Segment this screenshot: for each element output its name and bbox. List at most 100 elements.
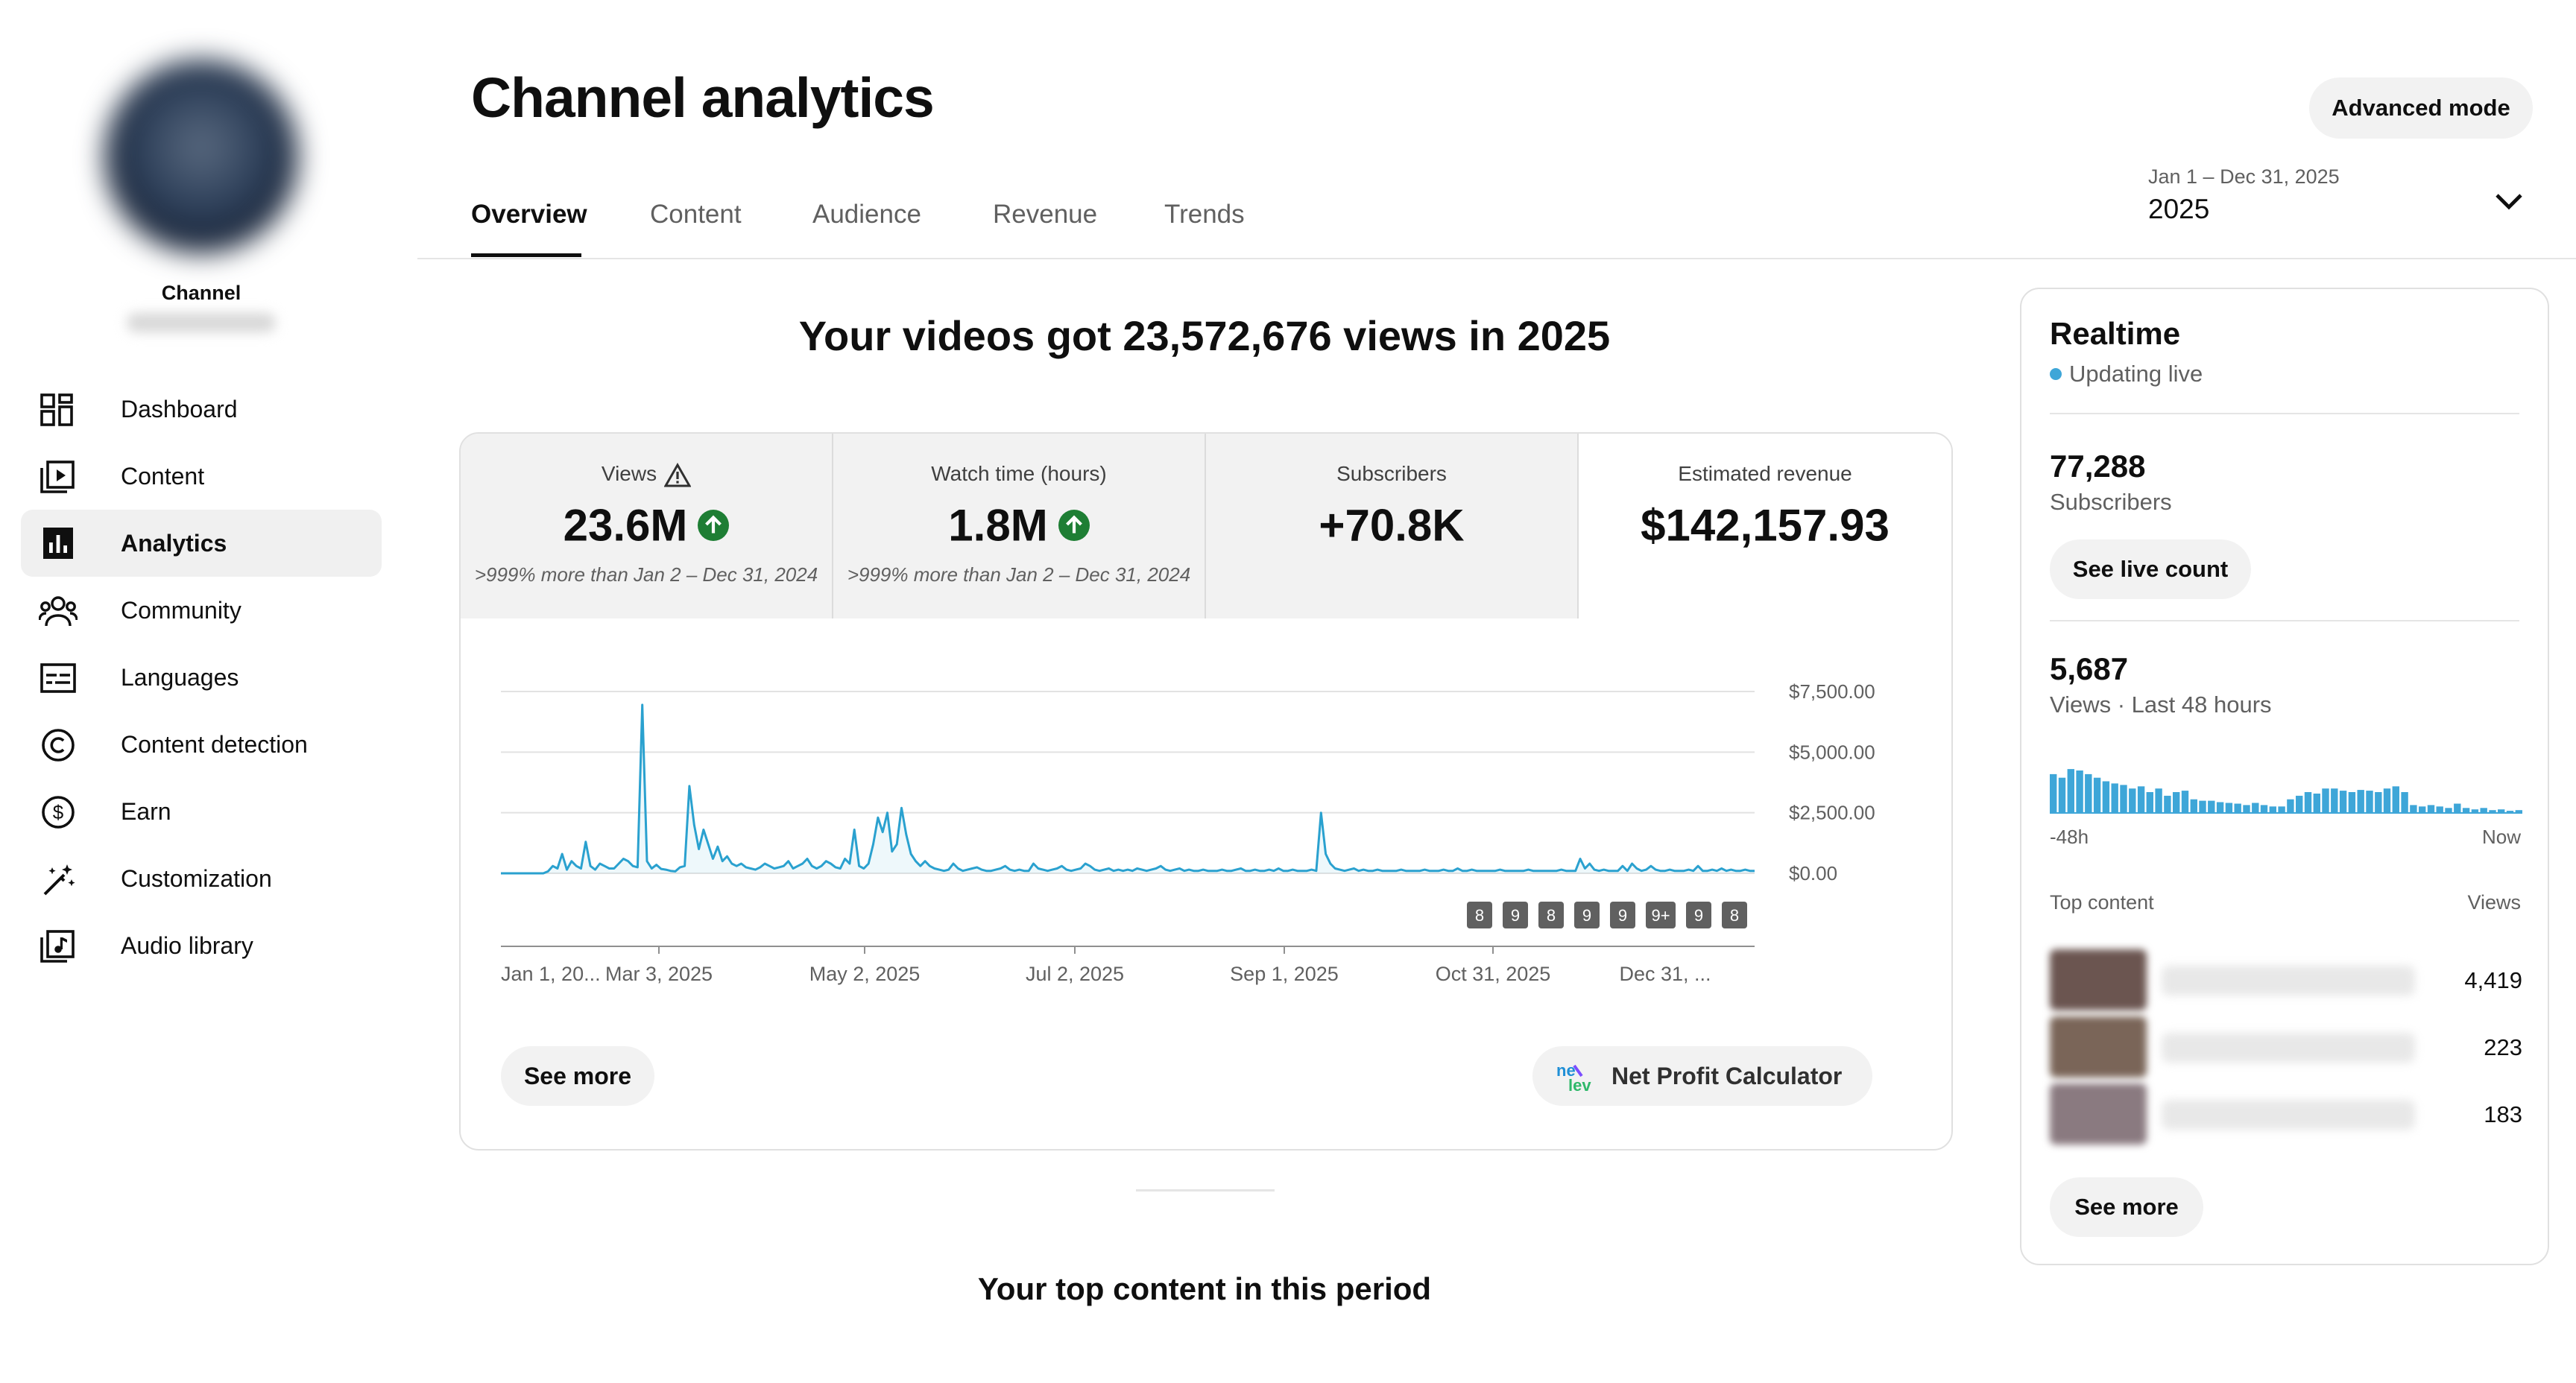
event-marker[interactable] [1538, 902, 1564, 928]
mini-chart-bar [2480, 808, 2487, 814]
metric-value: 1.8M [948, 500, 1048, 551]
mini-chart-bar [2173, 792, 2180, 814]
realtime-views-bar-chart[interactable] [2050, 751, 2522, 814]
warning-icon[interactable] [664, 462, 692, 488]
see-more-button[interactable]: See more [501, 1046, 654, 1106]
event-marker[interactable] [1574, 902, 1600, 928]
event-marker[interactable] [1467, 902, 1492, 928]
tab-audience[interactable]: Audience [812, 200, 921, 229]
x-tick-label: Jan 1, 20... [501, 963, 601, 985]
event-marker[interactable] [1646, 902, 1676, 928]
mini-chart-bar [2401, 792, 2408, 814]
mini-chart-bar [2164, 795, 2171, 814]
event-marker-label: 8 [1547, 906, 1556, 925]
sidebar-item-dashboard[interactable]: Dashboard [21, 376, 382, 443]
series-line[interactable] [501, 703, 1755, 875]
mini-chart-bar [2260, 805, 2268, 814]
mini-chart-bar [2093, 777, 2101, 814]
mini-chart-bar [2339, 791, 2347, 814]
tab-revenue[interactable]: Revenue [993, 200, 1098, 229]
mini-chart-bar [2129, 788, 2136, 814]
event-marker-label: 8 [1730, 906, 1739, 925]
event-marker-label: 8 [1475, 906, 1484, 925]
realtime-views-value: 5,687 [2050, 651, 2129, 686]
mini-chart-start-label: -48h [2050, 826, 2089, 848]
top-content-row[interactable]: 183 [2050, 1083, 2522, 1145]
svg-text:ne: ne [1556, 1061, 1576, 1080]
mini-chart-bar [2146, 792, 2153, 814]
x-tick-label: May 2, 2025 [809, 963, 921, 985]
sidebar-item-community[interactable]: Community [21, 577, 382, 644]
metric-label: Views [601, 462, 657, 485]
channel-handle-blurred [127, 313, 276, 332]
sidebar-item-customization[interactable]: Customization [21, 845, 382, 912]
metric-label: Subscribers [1336, 462, 1447, 485]
mini-chart-bar [2085, 773, 2092, 814]
metrics-card: Views 23.6M >999% more than Jan 2 – Dec … [459, 432, 1953, 1151]
advanced-mode-button[interactable]: Advanced mode [2309, 77, 2533, 139]
x-tick-label: Oct 31, 2025 [1436, 963, 1551, 985]
page-title: Channel analytics [471, 66, 935, 129]
sidebar-item-audio-library[interactable]: Audio library [21, 912, 382, 979]
metric-tab-subscribers[interactable]: Subscribers +70.8K [1206, 434, 1579, 618]
mini-chart-bar [2190, 799, 2197, 814]
live-indicator-dot [2050, 368, 2062, 380]
mini-chart-bar [2357, 790, 2364, 814]
net-profit-label: Net Profit Calculator [1611, 1062, 1843, 1089]
sidebar-item-languages[interactable]: Languages [21, 644, 382, 711]
event-marker[interactable] [1610, 902, 1635, 928]
sidebar-item-label: Customization [121, 864, 272, 892]
see-live-count-button[interactable]: See live count [2050, 539, 2251, 599]
date-range-label[interactable]: Jan 1 – Dec 31, 2025 [2148, 165, 2340, 188]
mini-chart-bar [2462, 808, 2470, 814]
metric-value: 23.6M [563, 500, 688, 551]
date-range-value[interactable]: 2025 [2148, 194, 2210, 224]
mini-chart-bar [2269, 806, 2276, 814]
realtime-subscribers-value: 77,288 [2050, 449, 2146, 484]
event-marker[interactable] [1686, 902, 1711, 928]
mini-chart-bar [2515, 810, 2522, 814]
languages-icon [40, 663, 76, 693]
sidebar-item-content-detection[interactable]: Content detection [21, 711, 382, 778]
video-thumbnail [2050, 1016, 2147, 1077]
mini-chart-bar [2427, 805, 2435, 814]
mini-chart-bar [2410, 805, 2417, 814]
video-thumbnail [2050, 1083, 2147, 1145]
chevron-down-icon[interactable] [2493, 186, 2525, 216]
video-views: 4,419 [2464, 967, 2522, 993]
mini-chart-bar [2419, 806, 2426, 814]
mini-chart-bar [2454, 803, 2461, 814]
metric-tab-estimated-revenue[interactable]: Estimated revenue $142,157.93 [1579, 434, 1951, 618]
mini-chart-bar [2313, 794, 2320, 814]
sidebar: Channel Dashboard Content Analytics Comm… [0, 0, 402, 1383]
revenue-line-chart[interactable]: $0.00 $2,500.00 $5,000.00 $7,500.00 Jan 1, 2… [461, 620, 1951, 1067]
metric-tab-views[interactable]: Views 23.6M >999% more than Jan 2 – Dec … [461, 434, 833, 618]
event-marker[interactable] [1722, 902, 1747, 928]
sidebar-item-label: Audio library [121, 931, 253, 959]
tab-content[interactable]: Content [650, 200, 742, 229]
mini-chart-bar [2383, 788, 2391, 814]
sidebar-item-label: Content [121, 462, 205, 490]
mini-chart-bar [2436, 806, 2443, 814]
mini-chart-bar [2058, 777, 2066, 814]
svg-text:lev: lev [1568, 1076, 1591, 1094]
metric-tab-watch-time[interactable]: Watch time (hours) 1.8M >999% more than … [833, 434, 1206, 618]
metric-value: $142,157.93 [1641, 500, 1890, 551]
sidebar-item-content[interactable]: Content [21, 443, 382, 510]
realtime-card: Realtime Updating live 77,288 Subscriber… [2020, 288, 2549, 1265]
sidebar-item-analytics[interactable]: Analytics [21, 510, 382, 577]
top-content-row[interactable]: 223 [2050, 1016, 2522, 1077]
y-tick-label: $2,500.00 [1789, 802, 1875, 824]
audio-library-icon [40, 930, 75, 963]
tab-overview[interactable]: Overview [471, 200, 587, 229]
top-content-row[interactable]: 4,419 [2050, 949, 2522, 1010]
net-profit-calculator-button[interactable]: ne lev Net Profit Calculator [1532, 1046, 1872, 1106]
mini-chart-bar [2287, 799, 2294, 814]
sidebar-item-earn[interactable]: $ Earn [21, 778, 382, 845]
event-marker[interactable] [1503, 902, 1528, 928]
mini-chart-bar [2155, 788, 2162, 814]
channel-avatar[interactable] [104, 60, 298, 253]
tab-trends[interactable]: Trends [1164, 200, 1245, 229]
realtime-see-more-button[interactable]: See more [2050, 1177, 2203, 1237]
